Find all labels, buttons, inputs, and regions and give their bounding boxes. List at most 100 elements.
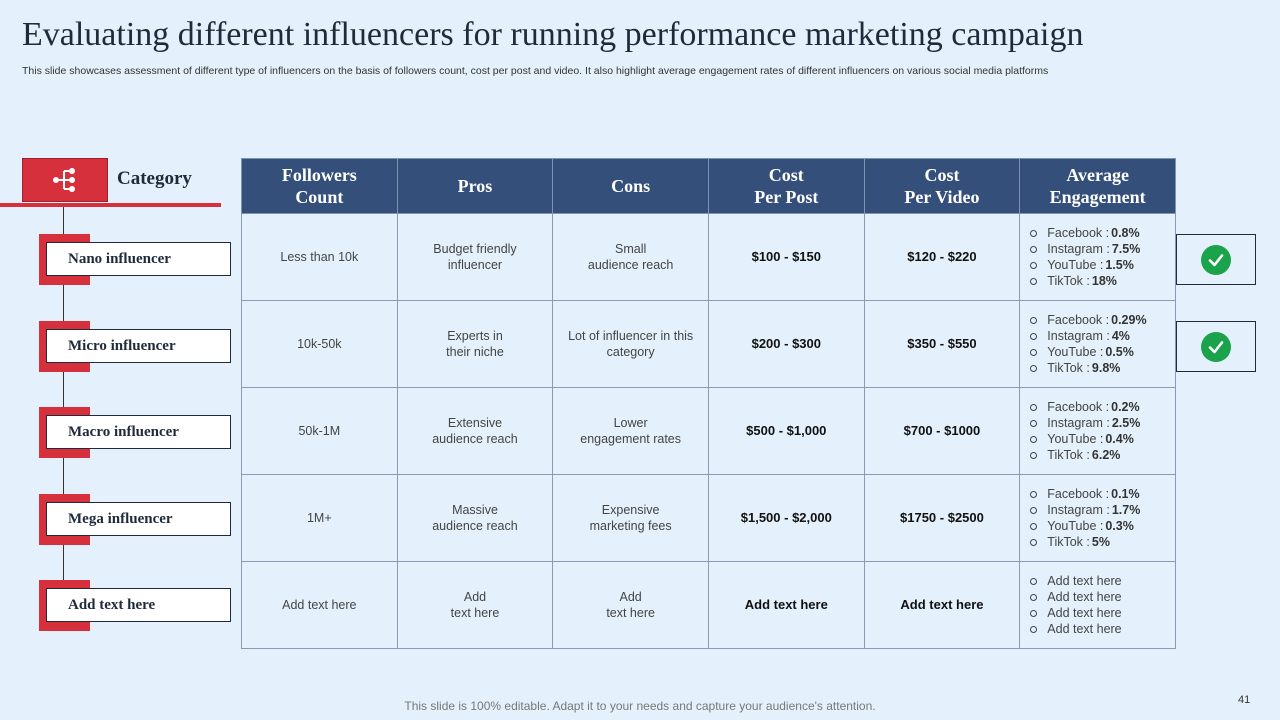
bullet-icon	[1030, 522, 1038, 530]
footer-note: This slide is 100% editable. Adapt it to…	[404, 699, 876, 713]
cell-pros: Extensive audience reach	[396, 387, 554, 475]
cell-cost-per-video: $1750 - $2500	[863, 474, 1021, 562]
check-box	[1176, 321, 1256, 372]
table-row: 10k-50k Experts in their niche Lot of influ…	[241, 300, 1176, 388]
cell-cons: Small audience reach	[552, 213, 709, 301]
table-row: Less than 10k Budget friendly influencer Sm…	[241, 213, 1176, 301]
engagement-item: Facebook : 0.8%	[1030, 225, 1175, 241]
engagement-item: Instagram : 7.5%	[1030, 241, 1175, 257]
category-item-label: Add text here	[46, 588, 231, 622]
cell-engagement: Facebook : 0.29% Instagram : 4% YouTube : …	[1019, 300, 1176, 388]
category-item: Micro influencer	[39, 321, 231, 372]
check-box	[1176, 234, 1256, 285]
cell-cost-per-post: $1,500 - $2,000	[707, 474, 865, 562]
cell-engagement: Add text here Add text here Add text here A…	[1019, 561, 1176, 649]
check-icon	[1201, 331, 1231, 362]
table-row: 1M+ Massive audience reach Expensive marketi…	[241, 474, 1176, 562]
check-icon	[1201, 244, 1231, 275]
bullet-icon	[1030, 435, 1038, 443]
category-item: Mega influencer	[39, 494, 231, 545]
engagement-item: Add text here	[1030, 605, 1175, 621]
cell-cons: Expensive marketing fees	[552, 474, 709, 562]
bullet-icon	[1030, 364, 1038, 372]
bullet-icon	[1030, 245, 1038, 253]
engagement-item: Facebook : 0.2%	[1030, 399, 1175, 415]
cell-cost-per-video: $350 - $550	[863, 300, 1021, 388]
bullet-icon	[1030, 348, 1038, 356]
bullet-icon	[1030, 403, 1038, 411]
bullet-icon	[1030, 261, 1038, 269]
category-item: Nano influencer	[39, 234, 231, 285]
bullet-icon	[1030, 577, 1038, 585]
bullet-icon	[1030, 593, 1038, 601]
header-cost-per-video: Cost Per Video	[863, 158, 1021, 214]
cell-cost-per-post: Add text here	[707, 561, 865, 649]
bullet-icon	[1030, 490, 1038, 498]
cell-cons: Lower engagement rates	[552, 387, 709, 475]
slide-subtitle: This slide showcases assessment of diffe…	[22, 65, 1049, 77]
cell-engagement: Facebook : 0.8% Instagram : 7.5% YouTube :…	[1019, 213, 1176, 301]
header-cons: Cons	[552, 158, 709, 214]
page-number: 41	[1238, 694, 1251, 706]
category-item-label: Mega influencer	[46, 502, 231, 536]
category-icon-box	[22, 158, 108, 202]
cell-followers: Add text here	[241, 561, 398, 649]
table-row: 50k-1M Extensive audience reach Lower engage…	[241, 387, 1176, 475]
cell-cost-per-post: $100 - $150	[707, 213, 865, 301]
engagement-item: YouTube : 0.3%	[1030, 518, 1175, 534]
category-item-label: Nano influencer	[46, 242, 231, 276]
cell-cost-per-post: $500 - $1,000	[707, 387, 865, 475]
engagement-item: Instagram : 1.7%	[1030, 502, 1175, 518]
cell-cost-per-video: Add text here	[863, 561, 1021, 649]
bullet-icon	[1030, 277, 1038, 285]
engagement-item: TikTok : 9.8%	[1030, 360, 1175, 376]
engagement-item: Instagram : 4%	[1030, 328, 1175, 344]
engagement-item: TikTok : 6.2%	[1030, 447, 1175, 463]
cell-cons: Lot of influencer in this category	[552, 300, 709, 388]
bullet-icon	[1030, 538, 1038, 546]
category-item-label: Macro influencer	[46, 415, 231, 449]
header-cost-per-post: Cost Per Post	[707, 158, 865, 214]
slide-title: Evaluating different influencers for run…	[22, 16, 1084, 53]
engagement-item: Add text here	[1030, 573, 1175, 589]
engagement-item: Facebook : 0.29%	[1030, 312, 1175, 328]
cell-pros: Budget friendly influencer	[396, 213, 554, 301]
category-label: Category	[117, 168, 192, 189]
header-followers-count: Followers Count	[241, 158, 398, 214]
bullet-icon	[1030, 332, 1038, 340]
engagement-item: YouTube : 0.4%	[1030, 431, 1175, 447]
engagement-item: Add text here	[1030, 621, 1175, 637]
cell-pros: Experts in their niche	[396, 300, 554, 388]
cell-pros: Massive audience reach	[396, 474, 554, 562]
engagement-item: Facebook : 0.1%	[1030, 486, 1175, 502]
engagement-item: YouTube : 0.5%	[1030, 344, 1175, 360]
hierarchy-icon	[53, 168, 75, 192]
bullet-icon	[1030, 625, 1038, 633]
bullet-icon	[1030, 419, 1038, 427]
category-item-label: Micro influencer	[46, 329, 231, 363]
cell-cost-per-post: $200 - $300	[707, 300, 865, 388]
cell-engagement: Facebook : 0.1% Instagram : 1.7% YouTube :…	[1019, 474, 1176, 562]
cell-followers: 10k-50k	[241, 300, 398, 388]
table-row: Add text here Add text here Add text here Add…	[241, 561, 1176, 649]
bullet-icon	[1030, 506, 1038, 514]
cell-followers: Less than 10k	[241, 213, 398, 301]
bullet-icon	[1030, 229, 1038, 237]
table-header-row: Followers Count Pros Cons Cost Per Post Co…	[241, 158, 1176, 214]
category-item: Macro influencer	[39, 407, 231, 458]
influencer-comparison-table: Followers Count Pros Cons Cost Per Post Co…	[241, 158, 1176, 649]
cell-cost-per-video: $120 - $220	[863, 213, 1021, 301]
cell-followers: 1M+	[241, 474, 398, 562]
engagement-item: Instagram : 2.5%	[1030, 415, 1175, 431]
cell-pros: Add text here	[396, 561, 554, 649]
cell-cons: Add text here	[552, 561, 709, 649]
bullet-icon	[1030, 316, 1038, 324]
engagement-item: Add text here	[1030, 589, 1175, 605]
header-pros: Pros	[396, 158, 554, 214]
engagement-item: YouTube :1.5%	[1030, 257, 1175, 273]
category-underline	[0, 203, 221, 207]
cell-cost-per-video: $700 - $1000	[863, 387, 1021, 475]
header-average-engagement: Average Engagement	[1019, 158, 1176, 214]
engagement-item: TikTok : 18%	[1030, 273, 1175, 289]
cell-followers: 50k-1M	[241, 387, 398, 475]
